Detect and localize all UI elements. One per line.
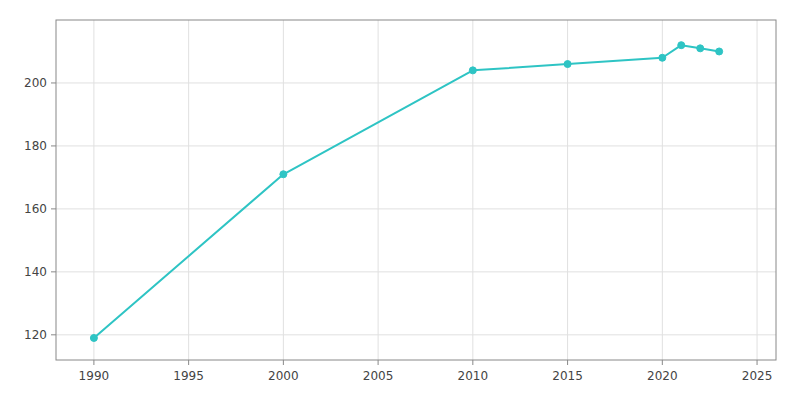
data-point (469, 67, 476, 74)
x-grid-line (93, 20, 94, 360)
x-tick (188, 360, 189, 365)
data-layer (90, 42, 722, 342)
x-tick (662, 360, 663, 365)
grid (56, 20, 776, 360)
x-tick (472, 360, 473, 365)
y-tick (51, 334, 56, 335)
y-grid-line (56, 145, 776, 146)
y-tick-label: 120 (24, 328, 47, 342)
y-grid-line (56, 82, 776, 83)
x-tick (378, 360, 379, 365)
data-point (280, 171, 287, 178)
x-tick-label: 2005 (363, 369, 394, 383)
y-tick (51, 208, 56, 209)
y-tick-label: 140 (24, 265, 47, 279)
x-grid-line (567, 20, 568, 360)
x-tick-label: 2025 (742, 369, 773, 383)
x-grid-line (378, 20, 379, 360)
y-tick (51, 145, 56, 146)
x-tick-label: 1990 (79, 369, 110, 383)
y-grid-line (56, 334, 776, 335)
y-tick (51, 271, 56, 272)
x-tick (283, 360, 284, 365)
data-point (90, 334, 97, 341)
data-point (697, 45, 704, 52)
y-tick-label: 180 (24, 139, 47, 153)
x-tick-label: 2015 (552, 369, 583, 383)
chart-container: 1990 1995 2000 2005 2010 2015 2020 2025 120 140 16… (0, 0, 800, 400)
x-grid-line (188, 20, 189, 360)
x-tick (567, 360, 568, 365)
x-grid-line (283, 20, 284, 360)
x-grid-line (662, 20, 663, 360)
x-tick (93, 360, 94, 365)
chart-svg: 1990 1995 2000 2005 2010 2015 2020 2025 120 140 16… (0, 0, 800, 400)
y-tick (51, 82, 56, 83)
x-grid-line (757, 20, 758, 360)
x-tick-label: 2020 (647, 369, 678, 383)
y-tick-label: 200 (24, 76, 47, 90)
x-tick-label: 2000 (268, 369, 299, 383)
data-point (564, 61, 571, 68)
series-line (94, 45, 719, 338)
x-tick (757, 360, 758, 365)
plot-background (56, 20, 776, 360)
data-point (659, 54, 666, 61)
data-point (716, 48, 723, 55)
plot-frame (56, 20, 776, 360)
x-tick-label: 2010 (458, 369, 489, 383)
y-grid-line (56, 208, 776, 209)
y-tick-label: 160 (24, 202, 47, 216)
x-tick-label: 1995 (173, 369, 204, 383)
y-grid-line (56, 271, 776, 272)
data-point (678, 42, 685, 49)
